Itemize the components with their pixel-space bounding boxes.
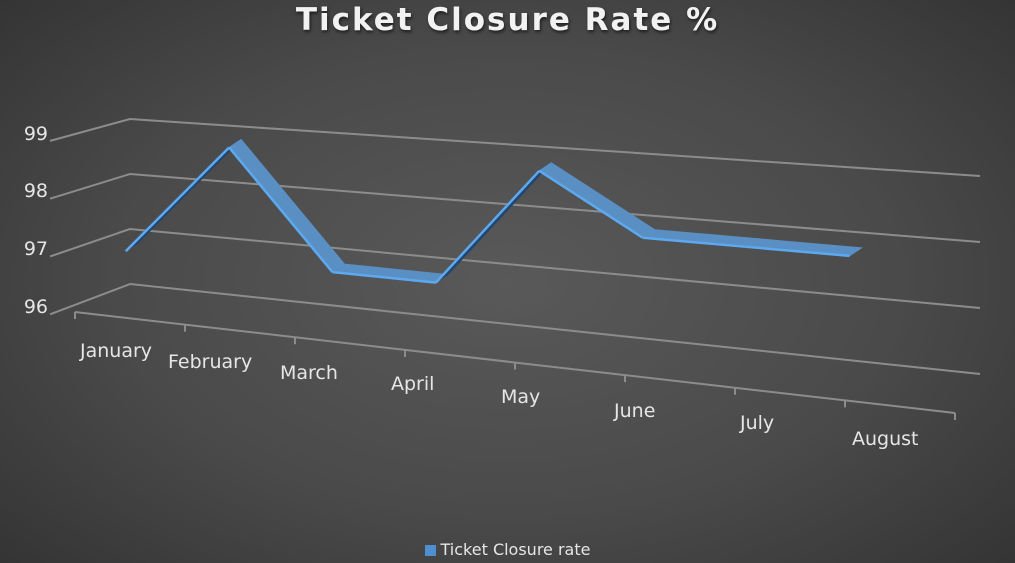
x-tick-label: July [740,412,775,434]
ribbon-edge [538,169,644,239]
ribbon-edge [124,146,230,253]
legend-swatch-icon [424,545,436,556]
legend: Ticket Closure rate [0,540,1015,559]
x-tick-label: June [614,400,656,422]
gridline [49,282,981,375]
ribbon-edge [332,270,437,284]
ribbon-edge [434,169,541,284]
y-tick-label: 98 [23,180,48,203]
y-tick-label: 96 [23,295,48,318]
x-tick-label: April [391,373,435,395]
x-tick-label: May [501,386,541,408]
ribbon-segment [538,162,656,239]
legend-label: Ticket Closure rate [440,540,591,559]
x-tick-label: March [280,362,338,384]
ribbon-segment [228,138,346,273]
gridline [49,227,981,309]
ribbon-edge [228,146,334,273]
x-tick-label: January [80,340,153,362]
y-tick-label: 99 [23,122,48,145]
x-tick-label: August [852,428,919,450]
chart-title: Ticket Closure Rate % [295,2,720,38]
gridline [49,117,981,177]
ribbon-edge [642,236,747,249]
y-tick-label: 97 [23,238,48,261]
ribbon-edge [745,245,850,258]
gridline [49,172,981,243]
x-tick-label: February [168,351,253,373]
